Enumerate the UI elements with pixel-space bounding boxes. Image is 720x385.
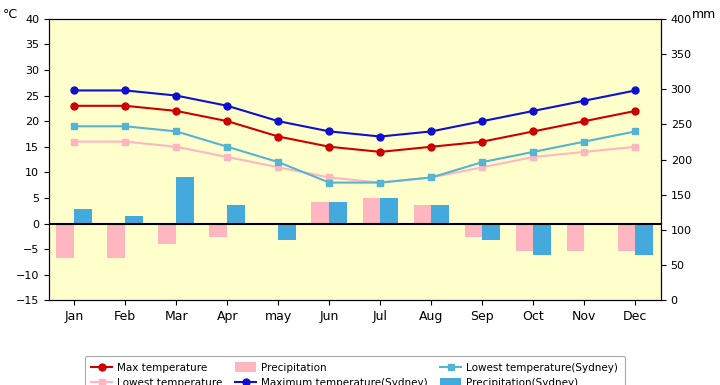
Max temperature bbox=[121, 104, 130, 108]
Maximum temperature(Sydney) bbox=[172, 93, 181, 98]
Lowest temperature bbox=[121, 139, 130, 144]
Lowest temperature bbox=[376, 180, 384, 185]
Bar bbox=[107, 224, 125, 258]
Max temperature bbox=[529, 129, 538, 134]
Lowest temperature bbox=[274, 165, 283, 169]
Max temperature bbox=[427, 144, 436, 149]
Max temperature bbox=[70, 104, 78, 108]
Maximum temperature(Sydney) bbox=[376, 134, 384, 139]
Maximum temperature(Sydney) bbox=[631, 88, 640, 93]
Lowest temperature(Sydney) bbox=[325, 180, 333, 185]
Lowest temperature(Sydney) bbox=[580, 139, 589, 144]
Lowest temperature(Sydney) bbox=[427, 175, 436, 180]
Maximum temperature(Sydney) bbox=[529, 109, 538, 113]
Line: Lowest temperature: Lowest temperature bbox=[71, 138, 639, 186]
Lowest temperature(Sydney) bbox=[172, 129, 181, 134]
Lowest temperature bbox=[580, 149, 589, 154]
Maximum temperature(Sydney) bbox=[223, 104, 232, 108]
Maximum temperature(Sydney) bbox=[427, 129, 436, 134]
Lowest temperature bbox=[223, 155, 232, 159]
Max temperature bbox=[376, 149, 384, 154]
Max temperature bbox=[325, 144, 333, 149]
Maximum temperature(Sydney) bbox=[70, 88, 78, 93]
Legend: Max temperature, Lowest temperature, Precipitation, Maximum temperature(Sydney),: Max temperature, Lowest temperature, Pre… bbox=[85, 356, 624, 385]
Bar bbox=[464, 224, 482, 237]
Bar bbox=[516, 224, 534, 251]
Lowest temperature(Sydney) bbox=[529, 149, 538, 154]
Max temperature bbox=[172, 109, 181, 113]
Max temperature bbox=[631, 109, 640, 113]
Lowest temperature bbox=[427, 175, 436, 180]
Maximum temperature(Sydney) bbox=[478, 119, 487, 124]
Bar bbox=[585, 223, 602, 224]
Bar bbox=[618, 224, 636, 251]
Line: Maximum temperature(Sydney): Maximum temperature(Sydney) bbox=[71, 87, 639, 140]
Bar bbox=[176, 177, 194, 224]
Maximum temperature(Sydney) bbox=[274, 119, 283, 124]
Lowest temperature(Sydney) bbox=[223, 144, 232, 149]
Bar bbox=[534, 224, 552, 254]
Bar bbox=[56, 224, 74, 258]
Maximum temperature(Sydney) bbox=[580, 99, 589, 103]
Bar bbox=[482, 224, 500, 241]
Bar bbox=[228, 205, 246, 224]
Lowest temperature(Sydney) bbox=[121, 124, 130, 129]
Bar bbox=[312, 202, 329, 224]
Bar bbox=[329, 202, 347, 224]
Lowest temperature bbox=[478, 165, 487, 169]
Bar bbox=[261, 223, 279, 224]
Line: Lowest temperature(Sydney): Lowest temperature(Sydney) bbox=[71, 123, 639, 186]
Max temperature bbox=[478, 139, 487, 144]
Bar bbox=[362, 198, 380, 224]
Bar bbox=[158, 224, 176, 244]
Text: °C: °C bbox=[3, 8, 18, 20]
Bar bbox=[567, 224, 585, 251]
Text: mm: mm bbox=[691, 8, 716, 20]
Lowest temperature(Sydney) bbox=[274, 160, 283, 164]
Lowest temperature bbox=[70, 139, 78, 144]
Lowest temperature bbox=[172, 144, 181, 149]
Lowest temperature(Sydney) bbox=[70, 124, 78, 129]
Maximum temperature(Sydney) bbox=[121, 88, 130, 93]
Lowest temperature bbox=[529, 155, 538, 159]
Line: Max temperature: Max temperature bbox=[71, 102, 639, 155]
Maximum temperature(Sydney) bbox=[325, 129, 333, 134]
Lowest temperature(Sydney) bbox=[631, 129, 640, 134]
Bar bbox=[210, 224, 228, 237]
Bar bbox=[636, 224, 653, 254]
Max temperature bbox=[223, 119, 232, 124]
Bar bbox=[74, 209, 92, 224]
Bar bbox=[413, 205, 431, 224]
Bar bbox=[380, 198, 398, 224]
Lowest temperature(Sydney) bbox=[478, 160, 487, 164]
Lowest temperature(Sydney) bbox=[376, 180, 384, 185]
Bar bbox=[125, 216, 143, 224]
Bar bbox=[431, 205, 449, 224]
Bar bbox=[279, 224, 296, 241]
Lowest temperature bbox=[325, 175, 333, 180]
Lowest temperature bbox=[631, 144, 640, 149]
Max temperature bbox=[580, 119, 589, 124]
Max temperature bbox=[274, 134, 283, 139]
